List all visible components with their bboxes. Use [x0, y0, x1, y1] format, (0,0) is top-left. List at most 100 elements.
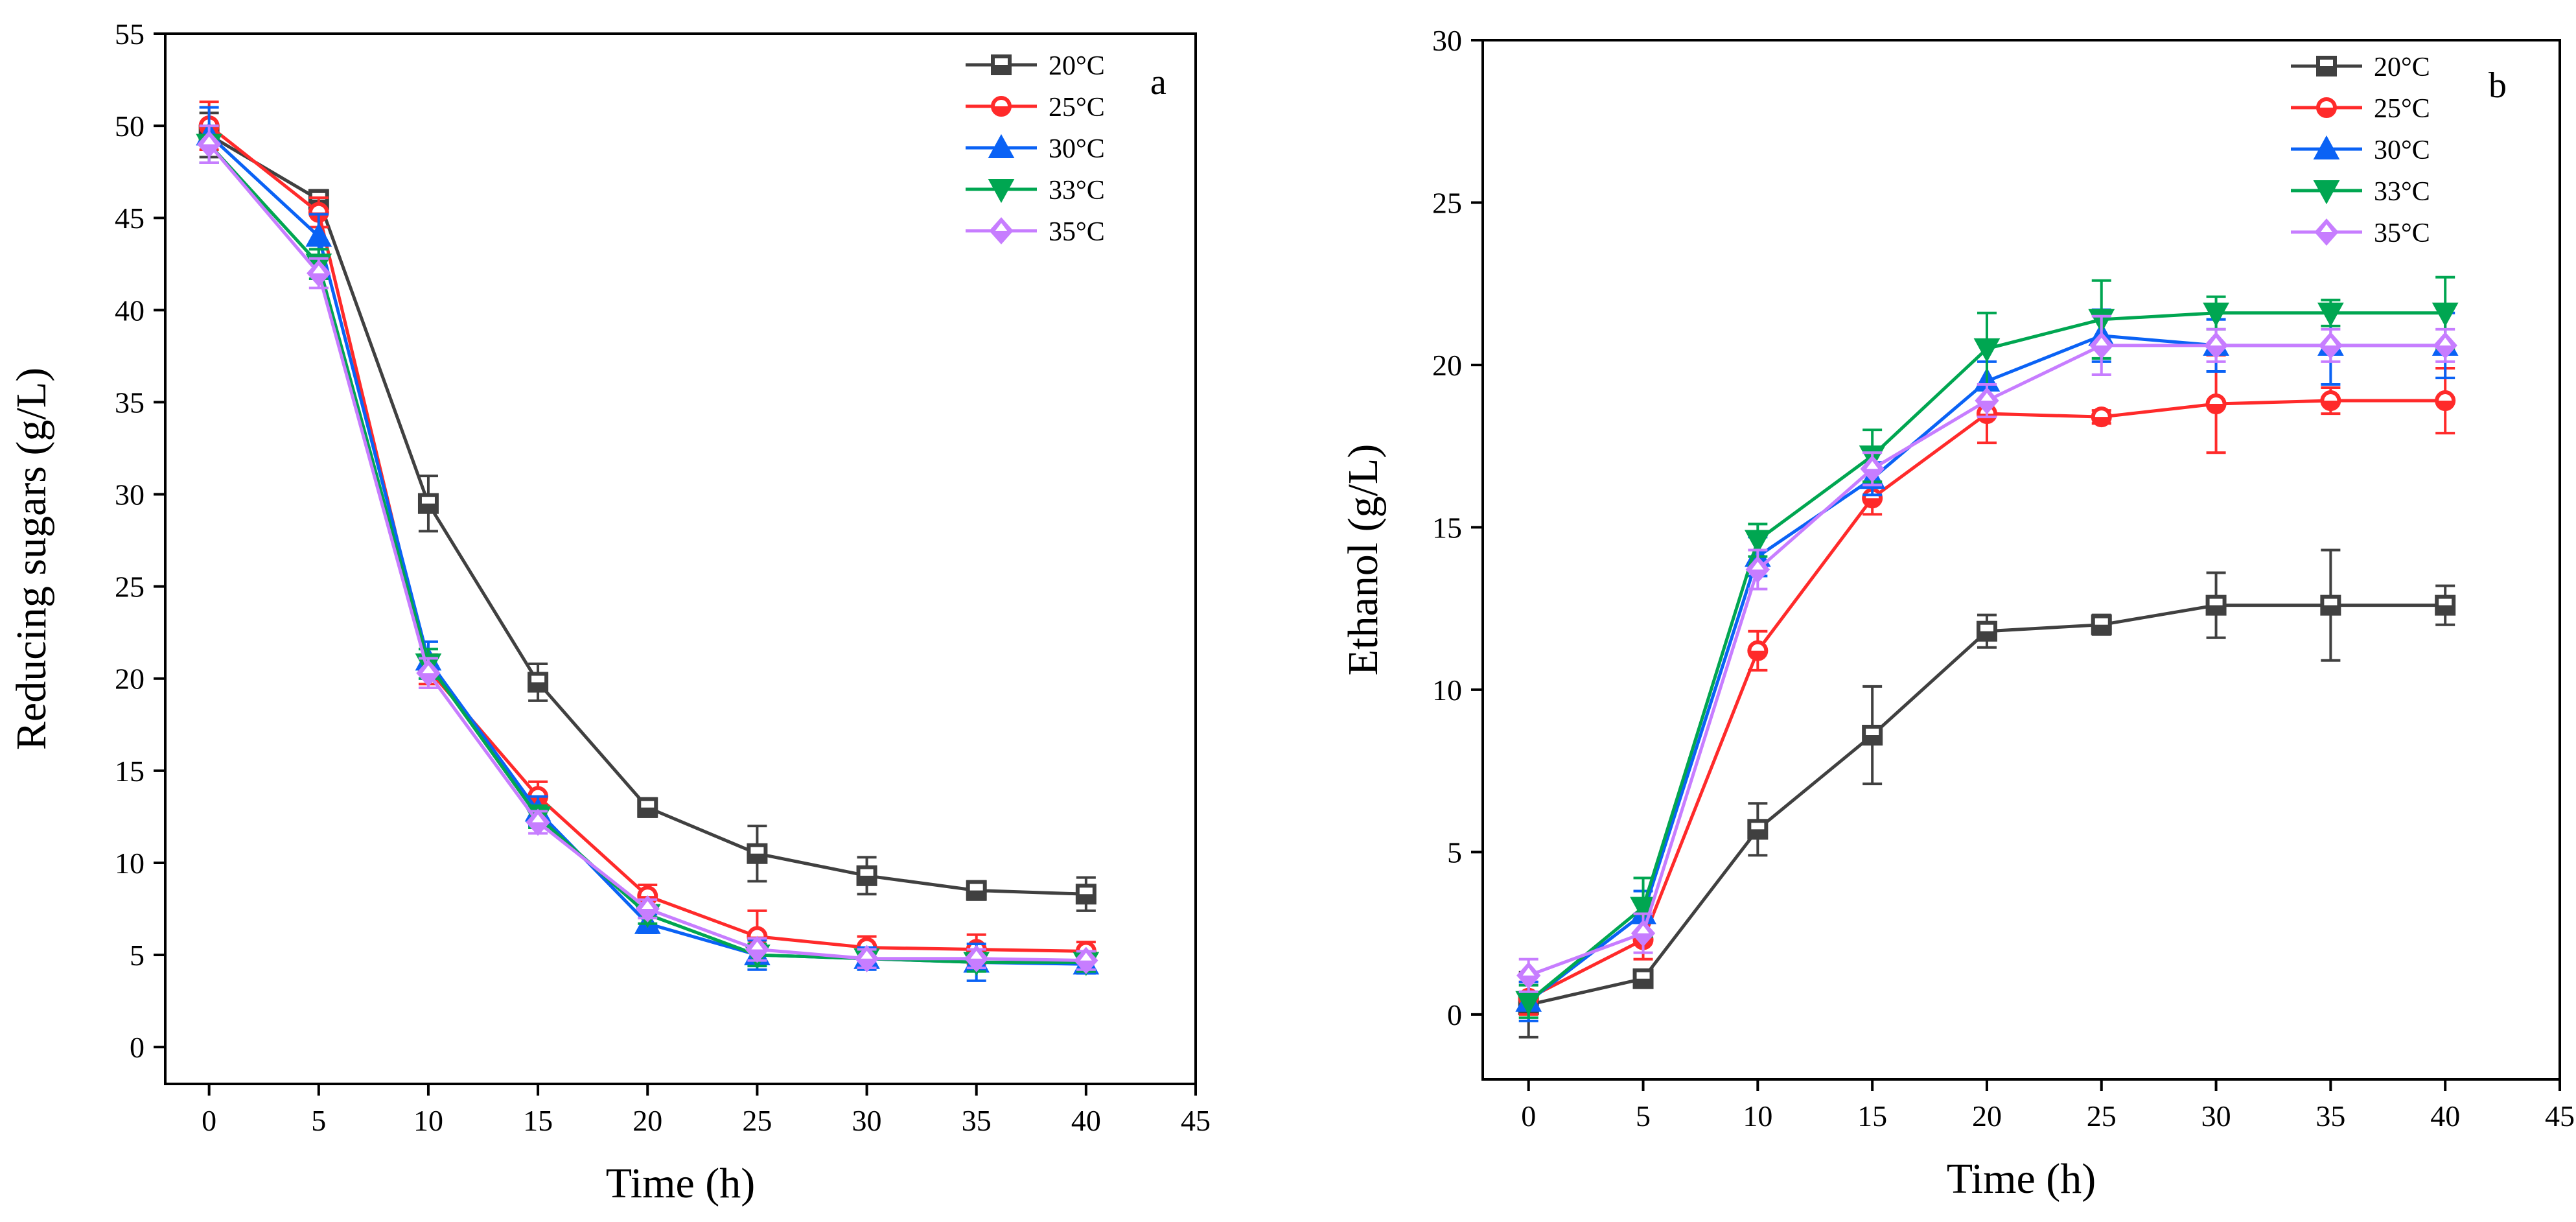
panel-letter: a: [1150, 62, 1166, 102]
x-tick-label: 30: [2201, 1099, 2231, 1133]
x-tick-label: 25: [2087, 1099, 2117, 1133]
data-point-highlight: [1079, 887, 1093, 895]
legend-label: 25°C: [1049, 93, 1105, 123]
data-point-highlight: [2094, 410, 2108, 417]
chart-panel-a: 0 5 10 15 20 25 30 35 40 45 0 5 10 15 20 25 30 35 40 45 50 55…: [8, 18, 1211, 1207]
data-point-highlight: [2094, 618, 2108, 625]
x-tick-label: 5: [311, 1104, 326, 1137]
y-tick-label: 40: [115, 294, 145, 327]
plot-frame: [1481, 39, 2561, 1081]
series-1: [198, 100, 1097, 966]
series-4: [1516, 314, 2457, 993]
data-point-highlight: [1980, 393, 1993, 401]
y-tick-label: 10: [1432, 674, 1462, 707]
data-point: [1973, 338, 2001, 363]
y-tick-label: 5: [1447, 836, 1462, 869]
y-tick-label: 5: [130, 939, 145, 972]
x-tick-label: 20: [1972, 1099, 2002, 1133]
x-tick-label: 0: [1521, 1099, 1536, 1133]
y-tick-label: 45: [115, 202, 145, 235]
legend-marker: [988, 134, 1015, 158]
x-tick-label: 5: [1636, 1099, 1651, 1133]
legend: 20°C 25°C 30°C 33°C 35°C: [2291, 53, 2430, 248]
legend-label: 20°C: [1049, 51, 1105, 81]
data-point-highlight: [421, 497, 435, 504]
data-point-highlight: [2439, 337, 2452, 346]
x-tick-label: 30: [852, 1104, 882, 1137]
y-tick-label: 0: [1447, 998, 1462, 1031]
plot-frame: [164, 32, 1197, 1085]
data-point-highlight: [2439, 394, 2452, 401]
y-tick-label: 15: [1432, 511, 1462, 544]
data-point-highlight: [203, 136, 215, 145]
legend-marker-highlight: [995, 223, 1007, 231]
x-tick-label: 15: [1857, 1099, 1887, 1133]
chart-panel-b: 0 5 10 15 20 25 30 35 40 45 0 5 10 15 20 25 30 Time (h) Et…: [1340, 24, 2575, 1203]
y-tick-label: 10: [115, 847, 145, 880]
series-line: [1527, 399, 2446, 1000]
data-point-highlight: [860, 869, 874, 876]
y-tick-label: 50: [115, 110, 145, 143]
data-point-highlight: [2324, 598, 2338, 605]
x-tick-label: 45: [1181, 1104, 1211, 1137]
data-point: [305, 222, 332, 247]
data-point-highlight: [1866, 729, 1879, 736]
x-tick-label: 0: [202, 1104, 216, 1137]
data-point: [2317, 302, 2344, 327]
series-4: [196, 124, 1098, 974]
data-point-highlight: [2324, 394, 2338, 401]
series-1: [1518, 353, 2456, 1016]
x-tick-label: 40: [1071, 1104, 1101, 1137]
data-point-highlight: [1866, 461, 1879, 469]
y-tick-label: 0: [130, 1031, 145, 1064]
legend-label: 35°C: [1049, 217, 1105, 247]
legend-label: 35°C: [2374, 218, 2430, 248]
x-tick-label: 10: [1743, 1099, 1772, 1133]
y-tick-label: 55: [115, 18, 145, 51]
data-point-highlight: [1080, 952, 1092, 961]
data-point-highlight: [750, 930, 764, 937]
y-axis-title: Ethanol (g/L): [1340, 444, 1387, 676]
series-line: [207, 143, 1086, 964]
x-tick-label: 45: [2545, 1099, 2575, 1133]
data-point-highlight: [532, 814, 544, 823]
y-tick-label: 15: [115, 755, 145, 788]
data-point-highlight: [750, 847, 764, 854]
data-point-highlight: [2325, 337, 2337, 346]
legend-marker-highlight: [995, 100, 1008, 106]
data-point-highlight: [312, 265, 325, 274]
x-tick-label: 10: [413, 1104, 443, 1137]
data-point-highlight: [969, 884, 983, 891]
x-tick-label: 15: [523, 1104, 553, 1137]
data-point-highlight: [2439, 598, 2452, 605]
data-point-highlight: [2095, 337, 2107, 346]
y-tick-label: 25: [1432, 186, 1462, 219]
y-tick-label: 30: [1432, 24, 1462, 57]
x-tick-label: 25: [742, 1104, 772, 1137]
data-point-highlight: [642, 901, 654, 909]
legend-label: 33°C: [2374, 177, 2430, 207]
x-axis-title: Time (h): [606, 1160, 755, 1207]
legend-label: 30°C: [1049, 134, 1105, 164]
series-line: [208, 124, 1086, 953]
data-point-highlight: [861, 950, 873, 959]
data-point-highlight: [2209, 397, 2223, 405]
data-point-highlight: [641, 801, 655, 808]
legend-label: 25°C: [2374, 94, 2430, 124]
y-tick-label: 25: [115, 570, 145, 604]
data-point-highlight: [531, 790, 545, 797]
data-point: [1630, 897, 1656, 921]
legend-marker: [2313, 180, 2340, 205]
legend-marker-highlight: [2320, 101, 2333, 108]
series-0: [1518, 548, 2456, 1039]
data-point-highlight: [860, 941, 874, 948]
data-point-highlight: [1980, 624, 1993, 631]
legend-label: 33°C: [1049, 176, 1105, 206]
data-point-highlight: [1636, 972, 1650, 979]
data-point: [1744, 530, 1771, 554]
x-tick-label: 40: [2430, 1099, 2460, 1133]
data-point-highlight: [1522, 967, 1535, 976]
legend-label: 30°C: [2374, 135, 2430, 165]
